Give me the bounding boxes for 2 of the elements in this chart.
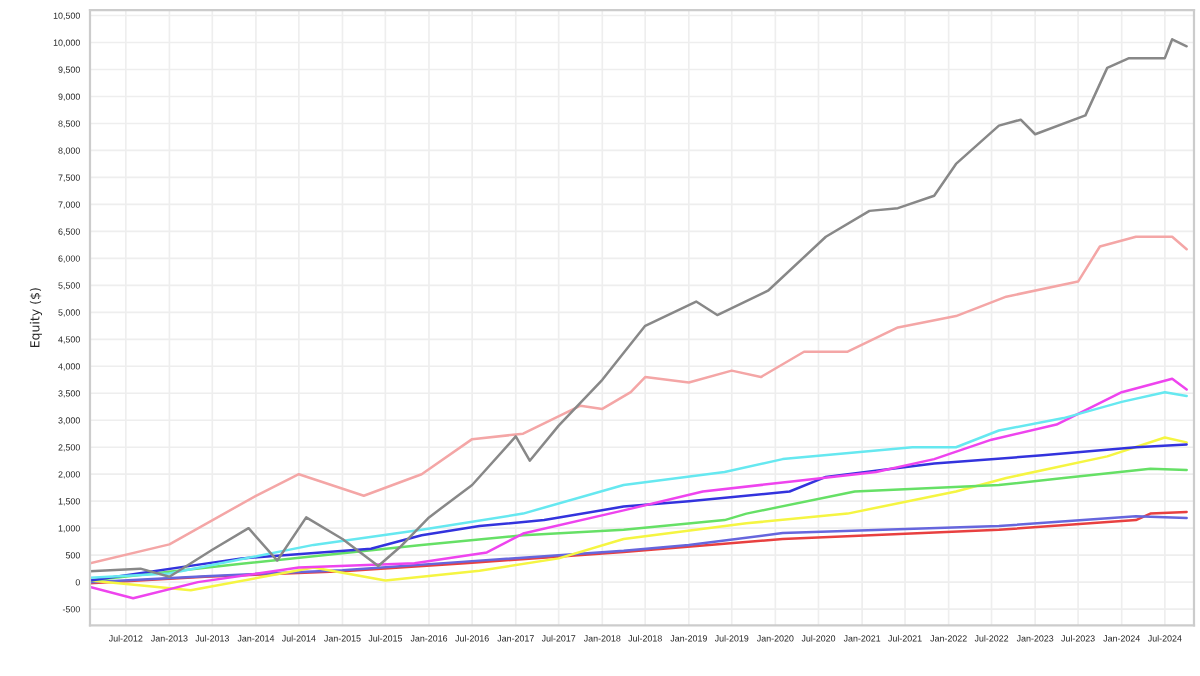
line-series (90, 38, 1188, 578)
line-series (90, 235, 1188, 565)
